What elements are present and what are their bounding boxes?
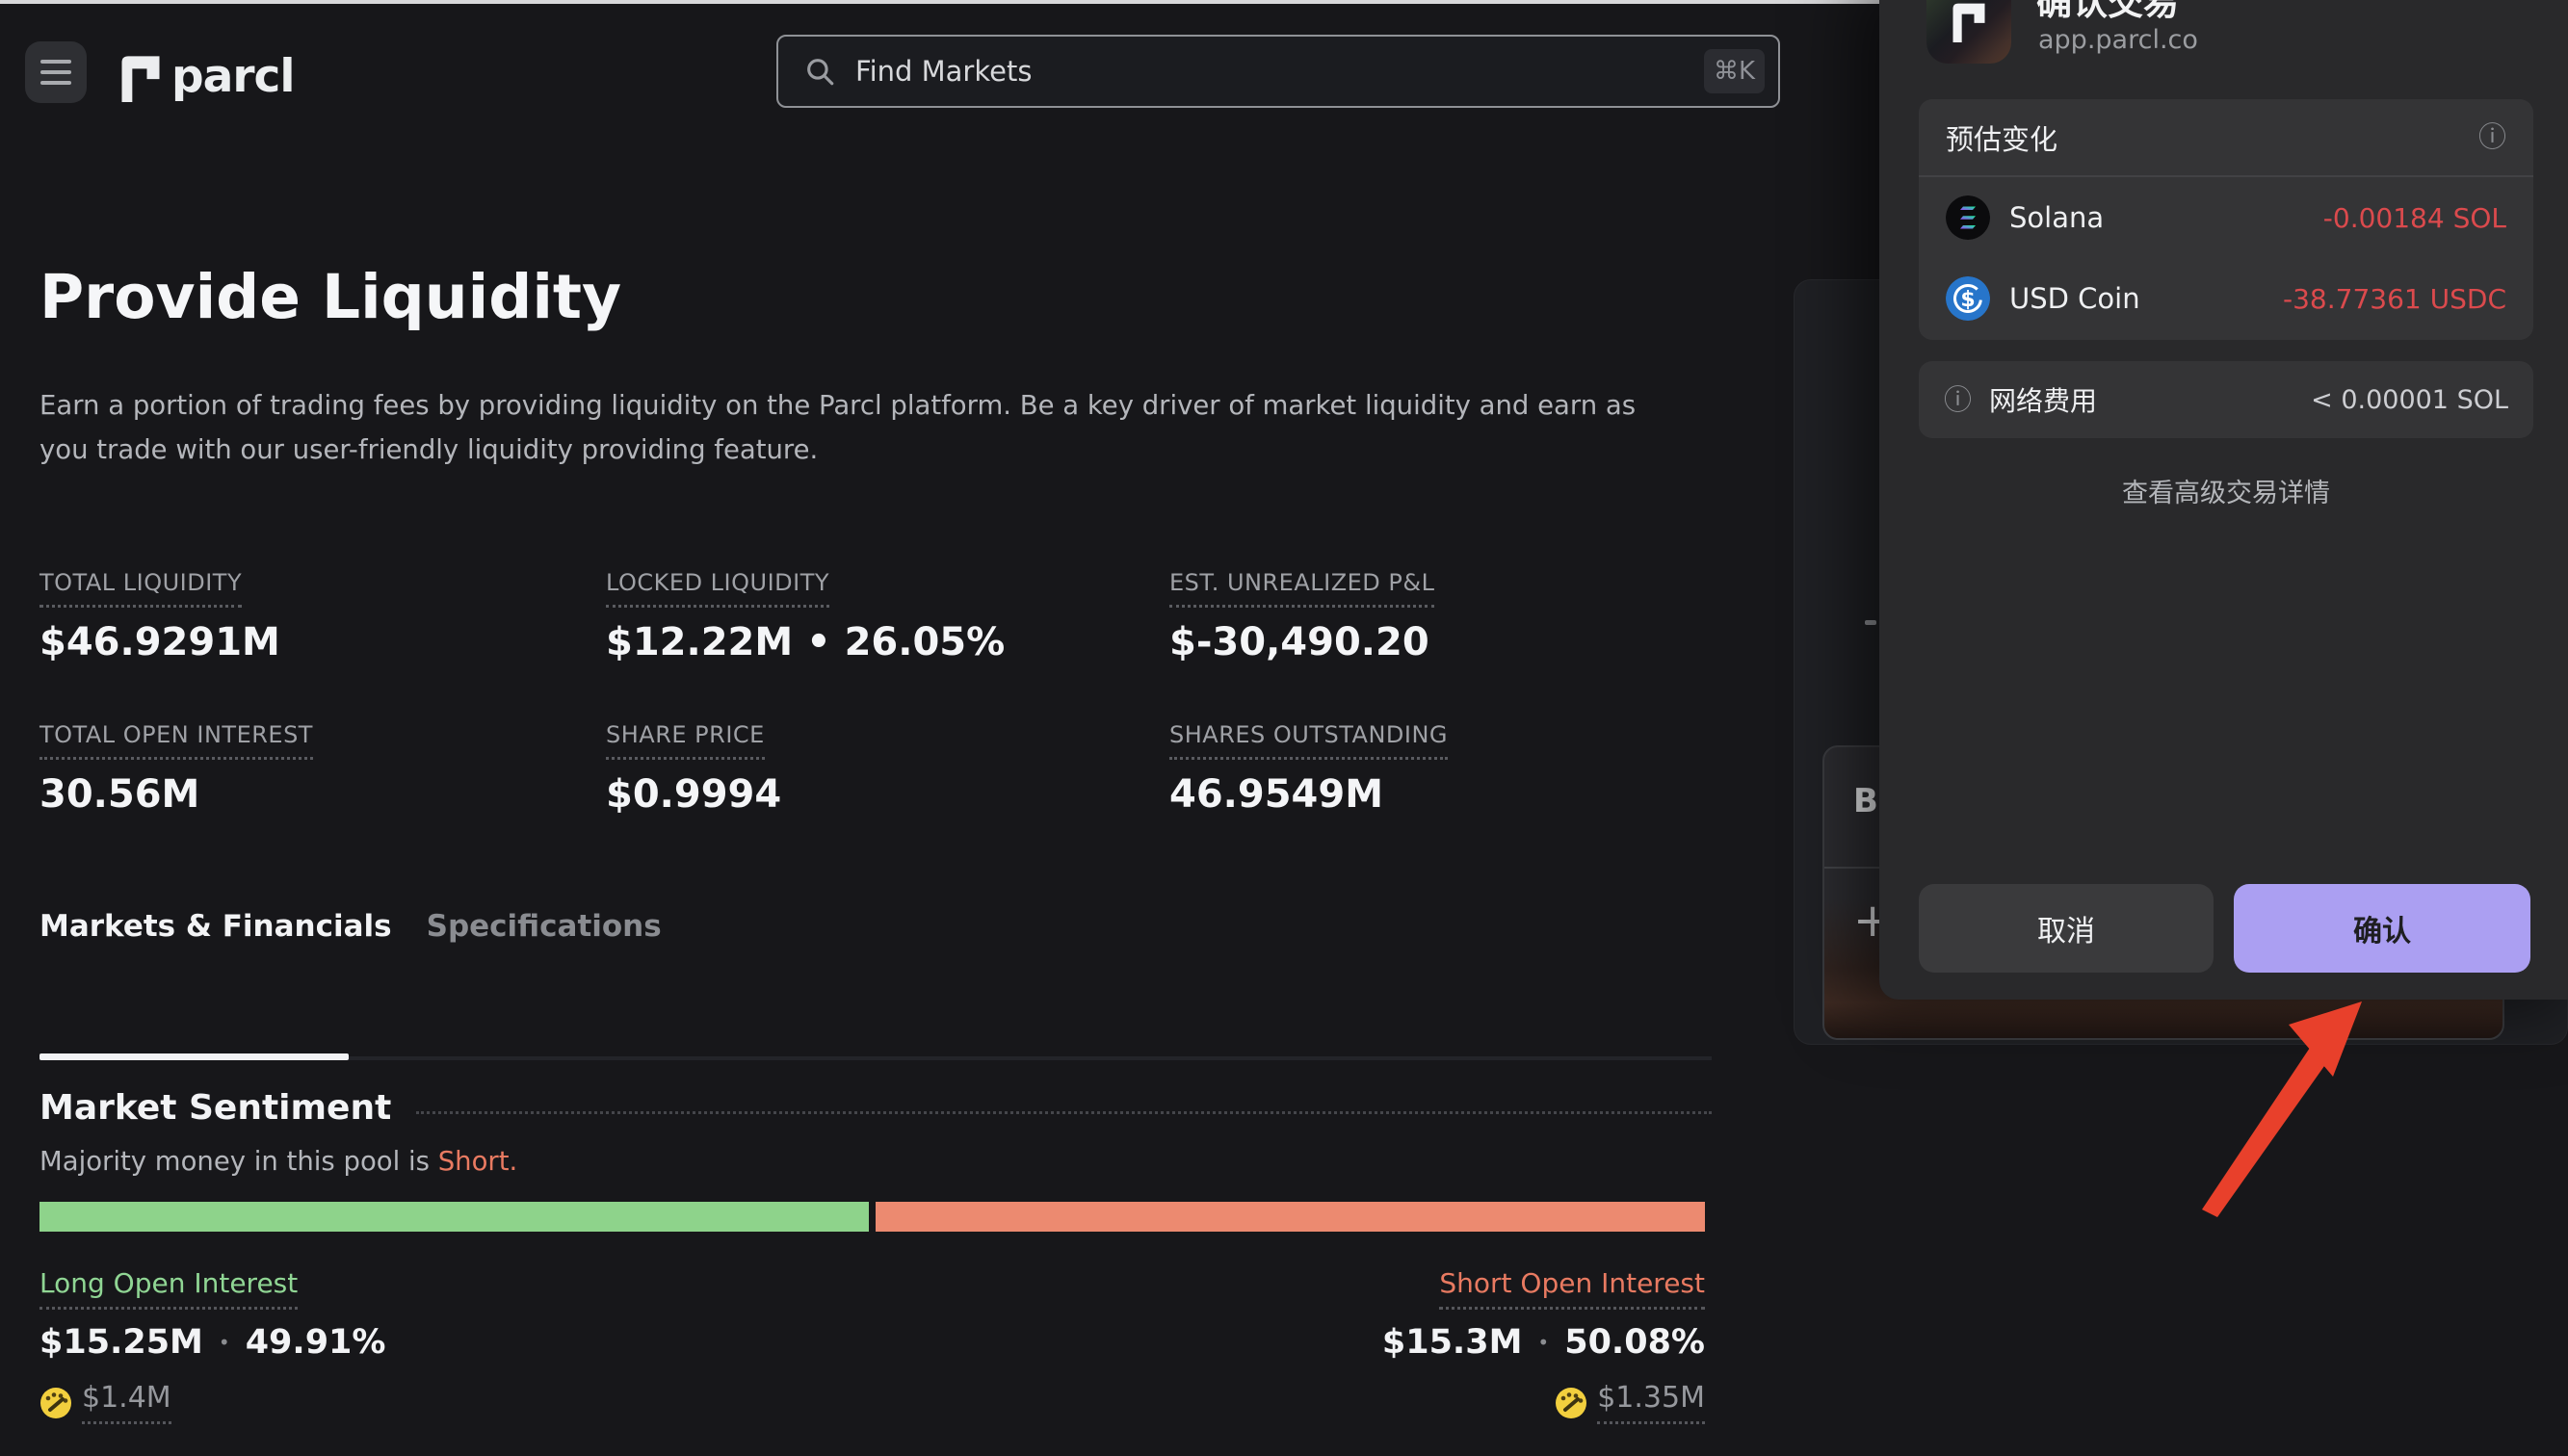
tab-bar: Markets & Financials Specifications	[39, 909, 662, 944]
usdc-icon: $	[1946, 276, 1990, 321]
token-name: USD Coin	[2009, 282, 2140, 315]
sentiment-highlight: Short.	[437, 1146, 518, 1177]
short-amount: $15.3M	[1381, 1323, 1523, 1362]
estimated-changes-title: 预估变化	[1946, 122, 2058, 156]
annotation-arrow	[2202, 1001, 2362, 1217]
stat-label[interactable]: TOTAL OPEN INTEREST	[39, 721, 313, 760]
confirm-button[interactable]: 确认	[2234, 884, 2530, 973]
search-icon	[807, 59, 834, 86]
network-fee-card: ⓘ 网络费用 < 0.00001 SOL	[1919, 361, 2533, 438]
stat-shares-outstanding: SHARES OUTSTANDING 46.9549M	[1169, 721, 1449, 817]
stat-label[interactable]: TOTAL LIQUIDITY	[39, 569, 243, 608]
stat-value: 46.9549M	[1169, 772, 1383, 817]
section-title: Market Sentiment	[39, 1088, 392, 1128]
sentiment-subtitle: Majority money in this pool is Short.	[39, 1146, 518, 1177]
search-shortcut-badge: ⌘K	[1703, 49, 1765, 93]
stat-unrealized-pnl: EST. UNREALIZED P&L $-30,490.20	[1169, 569, 1435, 664]
page-description: Earn a portion of trading fees by provid…	[39, 390, 1637, 465]
info-icon[interactable]: ⓘ	[2477, 120, 2506, 153]
top-hairline	[0, 0, 2568, 4]
advanced-details-link[interactable]: 查看高级交易详情	[2122, 479, 2330, 508]
stat-total-liquidity: TOTAL LIQUIDITY $46.9291M	[39, 569, 280, 664]
stat-value: $0.9994	[606, 772, 782, 817]
long-boost-value[interactable]: $1.4M	[82, 1381, 171, 1424]
stat-label[interactable]: SHARE PRICE	[606, 721, 765, 760]
page-title: Provide Liquidity	[39, 262, 622, 332]
long-amount: $15.25M	[39, 1323, 203, 1362]
tab-markets-financials[interactable]: Markets & Financials	[39, 909, 392, 944]
parcl-logo[interactable]: parcl	[116, 50, 296, 103]
token-row-usdc: $ USD Coin -38.77361 USDC	[1919, 258, 2533, 339]
token-change-value: -0.00184 SOL	[2322, 201, 2506, 234]
long-open-interest-label[interactable]: Long Open Interest	[39, 1267, 299, 1310]
parcl-logo-icon	[121, 55, 160, 102]
short-open-interest-label[interactable]: Short Open Interest	[1439, 1267, 1705, 1310]
tab-specifications[interactable]: Specifications	[426, 909, 662, 944]
stat-value: $-30,490.20	[1169, 620, 1429, 664]
network-fee-label: 网络费用	[1989, 385, 2098, 417]
find-markets-search[interactable]: Find Markets ⌘K	[776, 35, 1780, 108]
open-interest-rows: Long Open Interest $15.25M • 49.91% $1.4…	[39, 1267, 1705, 1424]
hamburger-icon	[40, 60, 71, 64]
info-icon[interactable]: ⓘ	[1944, 382, 1973, 416]
token-row-solana: Solana -0.00184 SOL	[1919, 177, 2533, 258]
stat-label[interactable]: SHARES OUTSTANDING	[1169, 721, 1449, 760]
stat-share-price: SHARE PRICE $0.9994	[606, 721, 781, 817]
dot-separator: •	[1537, 1331, 1550, 1354]
dot-separator: •	[218, 1331, 230, 1354]
dapp-icon	[1926, 0, 2011, 64]
dapp-domain: app.parcl.co	[2038, 25, 2198, 55]
long-open-interest-block: Long Open Interest $15.25M • 49.91% $1.4…	[39, 1267, 385, 1424]
dialog-title: 确认交易	[2036, 0, 2179, 23]
gauge-icon	[40, 1387, 71, 1418]
stat-locked-liquidity: LOCKED LIQUIDITY $12.22M • 26.05%	[606, 569, 1005, 664]
estimated-changes-card: 预估变化 ⓘ Solana -0.00184 SOL	[1919, 99, 2533, 340]
stat-label[interactable]: LOCKED LIQUIDITY	[606, 569, 830, 608]
parcl-glyph-icon	[1952, 3, 1985, 42]
menu-button[interactable]	[25, 41, 87, 103]
token-name: Solana	[2009, 201, 2105, 234]
network-fee-value: < 0.00001 SOL	[2311, 384, 2508, 415]
search-placeholder: Find Markets	[855, 55, 1033, 88]
dotted-divider	[416, 1111, 1712, 1114]
stat-value: $12.22M • 26.05%	[606, 620, 1006, 664]
cancel-button[interactable]: 取消	[1919, 884, 2214, 973]
svg-text:$: $	[1960, 288, 1975, 312]
short-boost-value[interactable]: $1.35M	[1597, 1381, 1705, 1424]
market-sentiment-header: Market Sentiment	[39, 1088, 1712, 1128]
parcl-logo-text: parcl	[171, 50, 296, 103]
token-change-value: -38.77361 USDC	[2283, 282, 2506, 315]
solana-icon	[1946, 195, 1990, 240]
stat-value: 30.56M	[39, 772, 200, 817]
tab-divider	[39, 1056, 1712, 1060]
short-percent: 50.08%	[1564, 1323, 1705, 1362]
active-tab-underline	[39, 1053, 349, 1060]
stat-label[interactable]: EST. UNREALIZED P&L	[1169, 569, 1435, 608]
stat-value: $46.9291M	[39, 620, 280, 664]
long-percent: 49.91%	[245, 1323, 386, 1362]
sentiment-bar	[39, 1202, 1705, 1232]
wallet-confirm-dialog: 确认交易 app.parcl.co 预估变化 ⓘ Solana -0.00184	[1879, 0, 2568, 1000]
gauge-icon	[1556, 1387, 1587, 1418]
stat-total-open-interest: TOTAL OPEN INTEREST 30.56M	[39, 721, 313, 817]
background-text-fragment	[1865, 620, 1876, 625]
long-bar	[39, 1202, 869, 1232]
short-bar	[876, 1202, 1705, 1232]
short-open-interest-block: Short Open Interest $15.3M • 50.08% $1.3…	[1382, 1267, 1705, 1424]
